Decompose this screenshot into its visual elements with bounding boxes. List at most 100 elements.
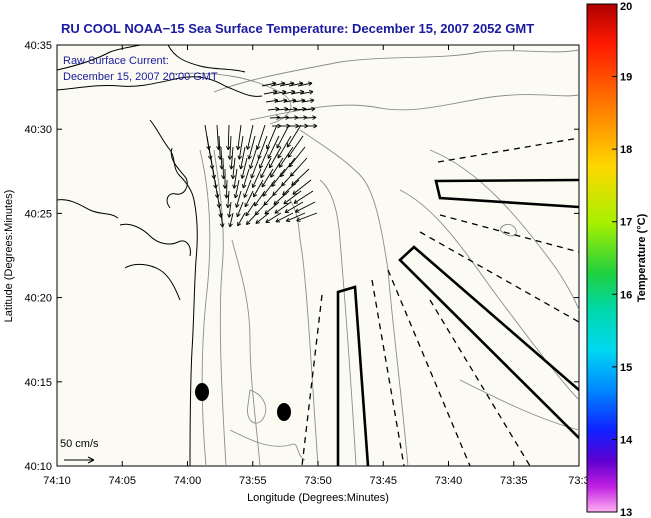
current-arrow xyxy=(286,124,302,148)
current-arrow xyxy=(228,212,234,228)
y-tick-label: 40:20 xyxy=(24,293,52,305)
x-tick-label: 73:40 xyxy=(435,475,463,487)
current-arrow xyxy=(276,124,290,149)
current-arrow xyxy=(248,146,258,169)
current-arrow xyxy=(245,201,256,217)
current-arrow xyxy=(301,98,315,103)
mooring-marker-east xyxy=(277,403,291,421)
current-arrow xyxy=(235,190,242,208)
current-arrow xyxy=(237,212,246,227)
current-arrow xyxy=(225,124,231,150)
ship-tracks xyxy=(301,137,579,466)
current-arrow xyxy=(293,190,314,204)
colorbar-tick-label: 18 xyxy=(620,144,632,156)
current-arrow xyxy=(224,179,229,199)
current-arrow xyxy=(292,179,312,195)
colorbar xyxy=(586,3,618,513)
current-arrow xyxy=(229,146,234,170)
current-arrow xyxy=(232,168,238,189)
current-arrow xyxy=(299,89,314,95)
surface-current-vectors xyxy=(204,81,318,228)
coastline xyxy=(57,45,263,466)
current-arrow xyxy=(305,115,317,120)
current-arrow xyxy=(268,146,282,169)
current-arrow xyxy=(265,212,282,223)
current-arrow xyxy=(247,135,256,160)
current-arrow xyxy=(258,146,270,169)
current-arrow xyxy=(250,157,260,179)
current-arrow xyxy=(294,201,316,213)
current-arrow xyxy=(244,190,254,208)
mooring-marker-west xyxy=(195,383,209,401)
current-note-line1: Raw Surface Current: xyxy=(63,55,169,67)
current-arrow xyxy=(260,157,272,179)
current-arrow xyxy=(235,124,242,150)
current-arrow xyxy=(227,201,232,218)
x-tick-label: 73:50 xyxy=(304,475,332,487)
current-arrow xyxy=(283,190,302,205)
x-tick-label: 74:05 xyxy=(108,475,136,487)
track-box-north xyxy=(434,178,579,209)
x-tick-label: 74:10 xyxy=(43,475,71,487)
current-note-line2: December 15, 2007 20:00 GMT xyxy=(63,71,218,83)
scale-arrow-icon xyxy=(64,456,95,464)
current-arrow xyxy=(296,212,318,222)
colorbar-tick-label: 17 xyxy=(620,217,632,229)
colorbar-tick-label: 14 xyxy=(620,434,633,446)
current-arrow xyxy=(297,81,313,87)
x-tick-label: 73:35 xyxy=(500,475,528,487)
y-tick-label: 40:15 xyxy=(24,377,52,389)
track-box-south xyxy=(336,285,370,466)
y-tick-label: 40:10 xyxy=(24,461,52,473)
colorbar-tick-label: 15 xyxy=(620,362,632,374)
current-arrow xyxy=(243,179,252,198)
current-arrow xyxy=(274,201,292,214)
current-arrow xyxy=(285,212,306,223)
current-arrow xyxy=(239,146,246,170)
y-tick-label: 40:35 xyxy=(24,40,52,52)
current-arrow xyxy=(227,135,233,160)
current-arrow xyxy=(245,212,258,226)
current-arrow xyxy=(225,190,231,209)
current-arrow xyxy=(240,157,248,179)
current-arrow xyxy=(253,179,264,198)
current-arrow xyxy=(275,212,294,223)
current-arrow xyxy=(277,135,292,159)
current-arrow xyxy=(284,201,304,214)
colorbar-tick-label: 16 xyxy=(620,289,632,301)
x-axis-label: Longitude (Degrees:Minutes) xyxy=(247,492,389,504)
current-arrow xyxy=(303,106,316,112)
current-arrow xyxy=(233,179,240,199)
current-arrow xyxy=(245,124,254,150)
current-arrow xyxy=(241,168,250,189)
current-arrow xyxy=(308,123,318,129)
x-axis: 74:10 74:05 74:00 73:55 73:50 73:45 73:40 73:35… xyxy=(43,45,590,487)
x-tick-label: 74:00 xyxy=(174,475,202,487)
colorbar-ticks: 20 19 18 17 16 15 14 13 xyxy=(612,1,633,518)
scale-label: 50 cm/s xyxy=(60,438,99,450)
x-tick-label: 73:3 xyxy=(568,475,589,487)
map-area xyxy=(56,44,580,467)
current-arrow xyxy=(255,212,270,224)
x-tick-label: 73:55 xyxy=(239,475,267,487)
current-arrow xyxy=(219,212,225,228)
current-arrow xyxy=(261,168,274,188)
y-axis-label: Latitude (Degrees:Minutes) xyxy=(3,190,15,323)
colorbar-tick-label: 13 xyxy=(620,507,632,518)
current-arrow xyxy=(267,135,280,159)
current-arrow xyxy=(290,123,300,129)
current-arrow xyxy=(236,201,244,218)
map-title: RU COOL NOAA−15 Sea Surface Temperature:… xyxy=(61,21,534,36)
current-arrow xyxy=(270,157,284,178)
track-box-diagonal xyxy=(398,245,579,439)
colorbar-label: Temperature (°C) xyxy=(636,213,648,302)
colorbar-tick-label: 20 xyxy=(620,1,632,13)
current-arrow xyxy=(230,157,236,179)
y-tick-label: 40:25 xyxy=(24,208,52,220)
colorbar-tick-label: 19 xyxy=(620,72,632,84)
current-arrow xyxy=(251,168,262,188)
y-axis: 40:35 40:30 40:25 40:20 40:15 40:10 xyxy=(24,40,579,473)
current-arrow xyxy=(237,135,244,160)
y-tick-label: 40:30 xyxy=(24,124,52,136)
